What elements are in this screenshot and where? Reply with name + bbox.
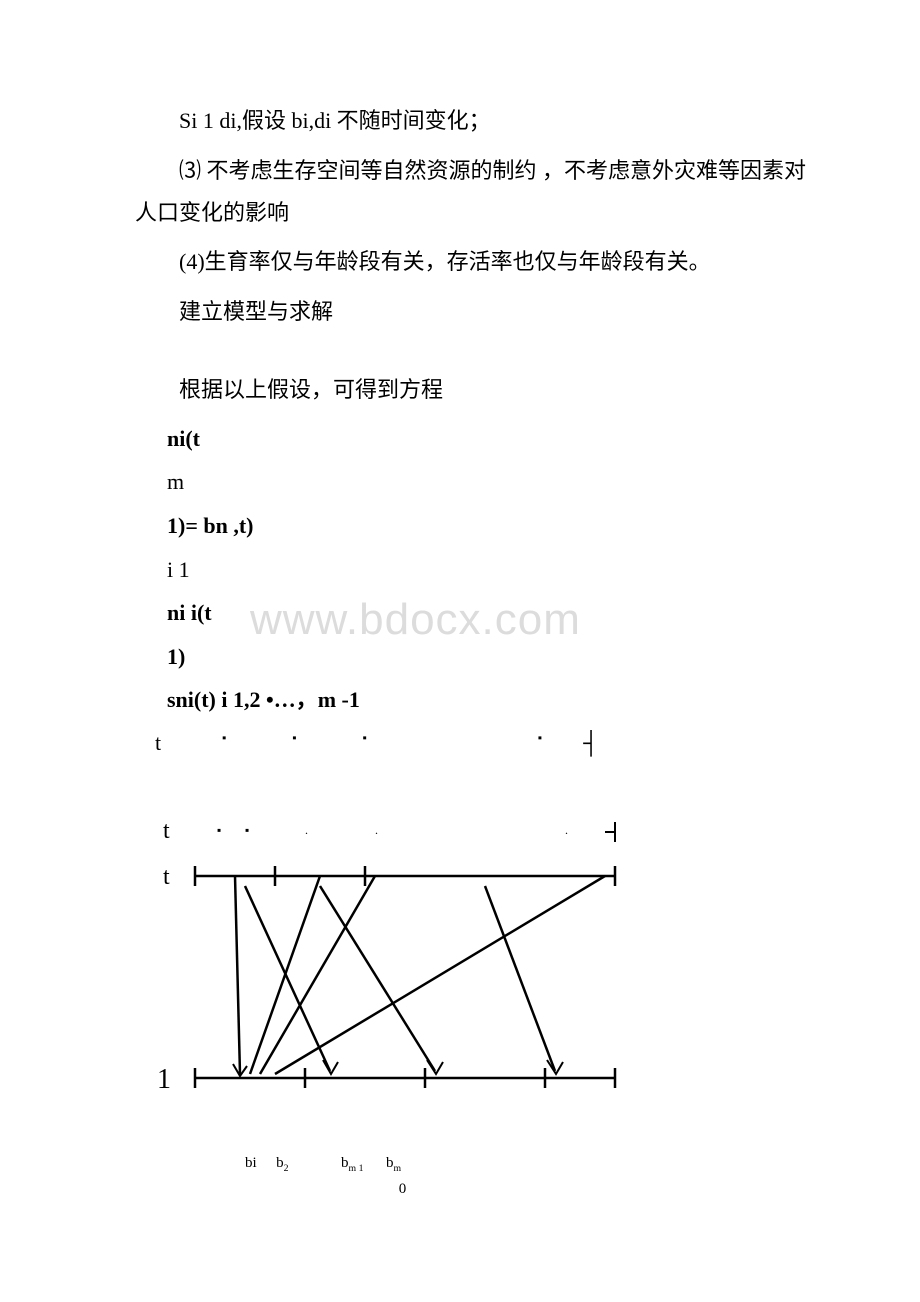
- paragraph-3: (4)生育率仅与年龄段有关，存活率也仅与年龄段有关。: [135, 241, 810, 283]
- diagram-top-row: t ▪ ▪ ▪ ▪ ┤: [135, 730, 810, 756]
- eq-line-4: i 1: [167, 550, 810, 590]
- paragraph-2: ⑶ 不考虑生存空间等自然资源的制约 ，不考虑意外灾难等因素对人口变化的影响: [135, 150, 810, 234]
- svg-text:▪: ▪: [245, 823, 249, 837]
- svg-text:.: .: [565, 823, 568, 837]
- eq-line-5: ni i(t: [167, 593, 810, 633]
- paragraph-5: 根据以上假设，可得到方程: [135, 369, 810, 411]
- leslie-diagram: t ▪ ▪ . . . t 1: [135, 816, 810, 1131]
- matrix-zero: 0: [399, 1181, 407, 1197]
- matrix-b1: bi: [245, 1155, 257, 1171]
- eq-line-2: m: [167, 462, 810, 502]
- matrix-row: bi b2 bm 1 bm 0: [135, 1151, 810, 1201]
- eq-line-1: ni(t: [167, 419, 810, 459]
- eq-line-6: 1): [167, 637, 185, 677]
- svg-label-t-top: t: [163, 818, 170, 844]
- svg-text:▪: ▪: [217, 823, 221, 837]
- svg-text:.: .: [305, 823, 308, 837]
- matrix-bm: bm: [386, 1155, 401, 1171]
- svg-label-t-mid: t: [163, 864, 170, 890]
- paragraph-4: 建立模型与求解: [135, 291, 810, 333]
- matrix-b2: b2: [276, 1155, 288, 1171]
- t-label-top: t: [155, 730, 161, 755]
- equation-block: ni(t m 1)= bn ,t) i 1 ni i(t 1) sni(t) i…: [167, 419, 810, 720]
- paragraph-1: Si 1 di,假设 bi,di 不随时间变化；: [135, 100, 810, 142]
- eq-line-3: 1)= bn ,t): [167, 506, 810, 546]
- eq-line-7: sni(t) i 1,2 •…，m -1: [167, 680, 810, 720]
- svg-text:.: .: [375, 823, 378, 837]
- matrix-bm1: bm 1: [341, 1155, 363, 1171]
